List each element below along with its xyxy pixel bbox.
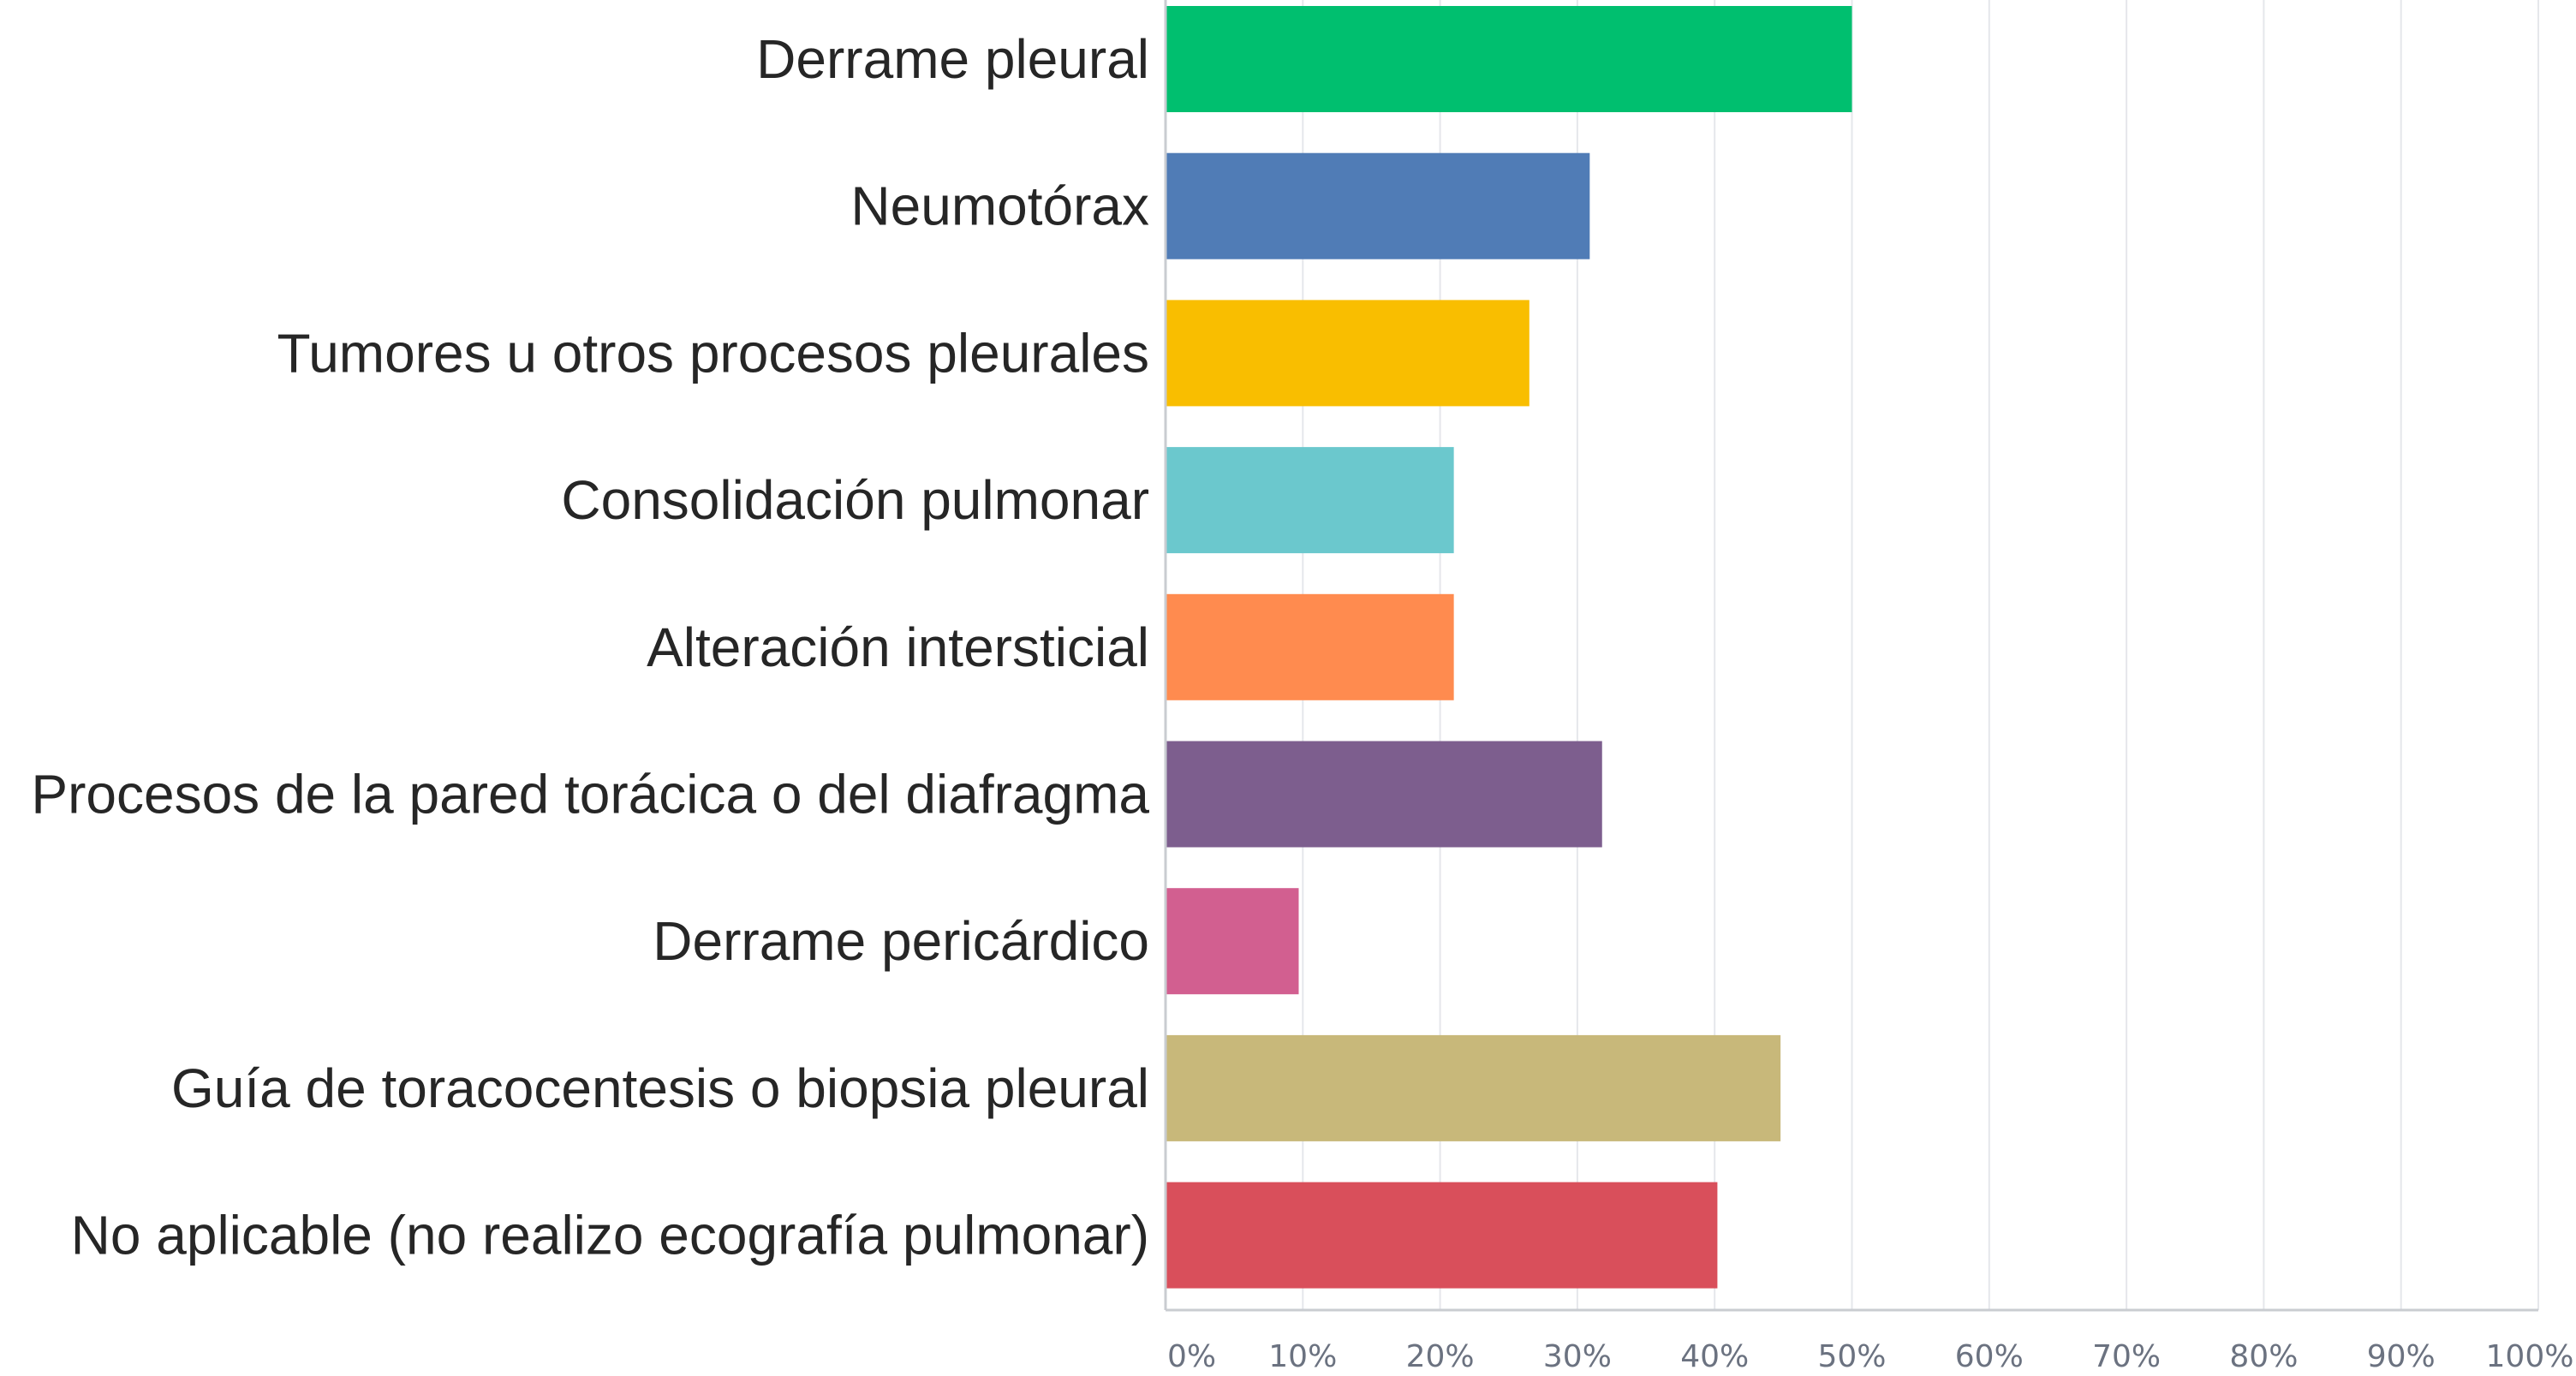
category-label: No aplicable (no realizo ecografía pulmo… (71, 1205, 1149, 1266)
category-label: Alteración intersticial (647, 617, 1149, 678)
category-labels: Derrame pleural Neumotórax Tumores u otros… (31, 28, 1149, 1266)
x-tick-label: 60% (1955, 1339, 2024, 1374)
x-tick-label: 70% (2092, 1339, 2161, 1374)
category-label: Derrame pericárdico (653, 910, 1149, 972)
x-tick-label: 50% (1817, 1339, 1886, 1374)
bar (1166, 593, 1454, 700)
x-axis-ticks: 0% 10% 20% 30% 40% 50% 60% 70% 80% 90% 100% (1167, 1339, 2573, 1374)
category-label: Neumotórax (850, 176, 1149, 237)
category-label: Consolidación pulmonar (561, 469, 1149, 531)
x-tick-label: 80% (2229, 1339, 2298, 1374)
bar (1166, 6, 1852, 112)
bar (1166, 888, 1299, 995)
bar (1166, 300, 1530, 407)
bar (1166, 152, 1590, 259)
x-tick-label: 100% (2486, 1339, 2574, 1374)
bar (1166, 1182, 1718, 1289)
category-label: Derrame pleural (756, 28, 1149, 90)
x-tick-label: 20% (1406, 1339, 1475, 1374)
x-tick-label: 10% (1268, 1339, 1337, 1374)
category-label: Guía de toracocentesis o biopsia pleural (171, 1057, 1149, 1119)
x-tick-label: 90% (2367, 1339, 2436, 1374)
x-tick-label: 30% (1543, 1339, 1612, 1374)
bar (1166, 1034, 1781, 1141)
category-label: Procesos de la pared torácica o del diaf… (31, 764, 1149, 825)
x-tick-label: 0% (1167, 1339, 1216, 1374)
bar (1166, 741, 1602, 848)
bars (1166, 6, 1852, 1289)
bar (1166, 447, 1454, 554)
x-tick-label: 40% (1680, 1339, 1749, 1374)
category-label: Tumores u otros procesos pleurales (277, 322, 1149, 384)
